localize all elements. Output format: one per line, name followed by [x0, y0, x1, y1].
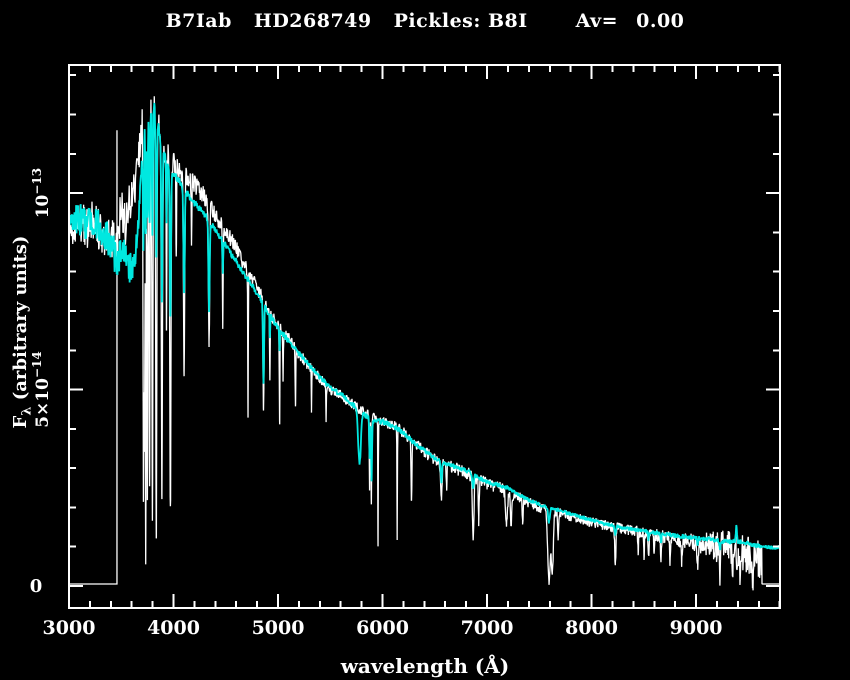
- x-tick-label: 6000: [356, 617, 409, 639]
- x-tick-label: 7000: [461, 617, 514, 639]
- target-id-label: HD268749: [253, 10, 372, 32]
- y-axis-label: Fλ (arbitrary units): [10, 235, 35, 429]
- y-tick-label: 0: [30, 576, 43, 597]
- pickles-template-B8I: [69, 102, 780, 551]
- spectral-class-label: B7Iab: [165, 10, 232, 32]
- x-tick-label: 8000: [565, 617, 618, 639]
- observed-zero-floor-left: [69, 130, 118, 585]
- y-tick-label: 5×10−14: [30, 351, 53, 428]
- x-tick-label: 4000: [147, 617, 200, 639]
- y-tick-label: 10−13: [30, 168, 53, 218]
- x-tick-label: 3000: [43, 617, 96, 639]
- extinction-value: 0.00: [636, 10, 685, 32]
- x-tick-label: 9000: [670, 617, 723, 639]
- observed-spectrum-HD268749: [69, 96, 780, 591]
- extinction-label: Av=: [575, 10, 619, 32]
- x-axis-label: wavelength (Å): [340, 654, 510, 678]
- plot-title: B7Iab HD268749 Pickles: B8I Av= 0.00: [0, 10, 850, 32]
- spectra-group: [69, 96, 780, 591]
- x-tick-label: 5000: [252, 617, 305, 639]
- tick-labels-group: 3000 4000 5000 6000 7000 8000 9000 0 5×10−14 10−1…: [30, 168, 723, 639]
- axes-group: [68, 64, 781, 609]
- template-label: Pickles: B8I: [393, 10, 528, 32]
- plot-frame: [68, 64, 781, 609]
